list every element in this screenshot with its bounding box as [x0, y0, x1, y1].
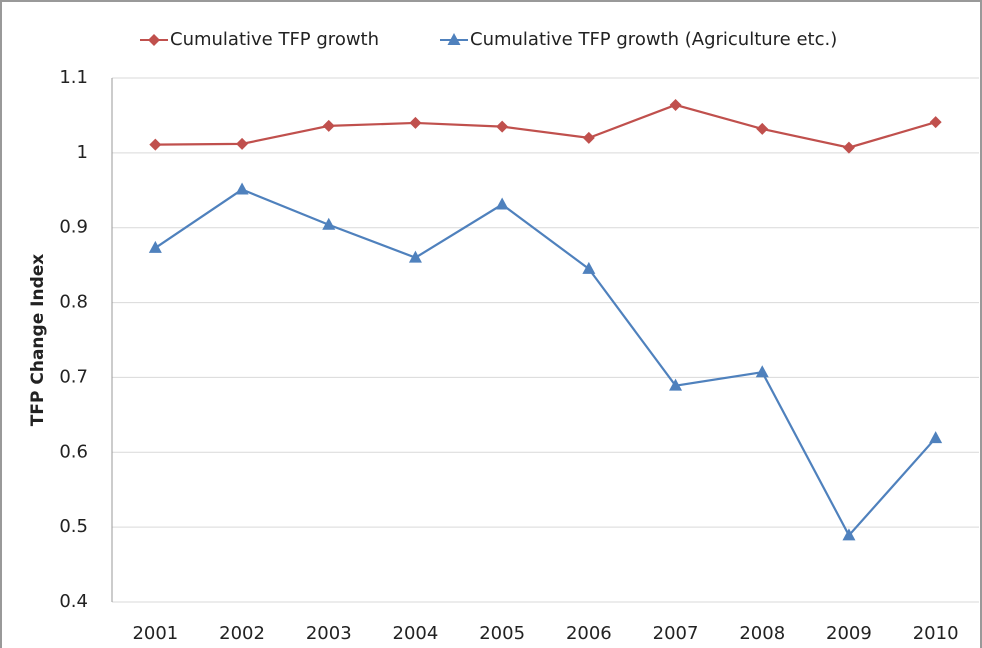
y-tick-label: 0.8 [59, 292, 88, 313]
y-axis-label: TFP Change Index [28, 254, 48, 426]
point [148, 240, 162, 253]
point [755, 365, 769, 378]
y-tick-label: 0.4 [59, 591, 88, 612]
point [495, 197, 509, 210]
x-tick-label: 2004 [393, 623, 439, 644]
y-tick-label: 0.9 [59, 217, 88, 238]
y-tick-label: 1.1 [59, 67, 88, 88]
point [582, 261, 596, 274]
point [235, 182, 249, 195]
series-line [154, 188, 937, 538]
point [669, 378, 683, 391]
x-tick-label: 2007 [653, 623, 699, 644]
legend-marker [447, 33, 461, 45]
x-tick-label: 2002 [219, 623, 265, 644]
x-tick-label: 2009 [826, 623, 872, 644]
point [756, 122, 769, 135]
y-tick-label: 0.5 [59, 516, 88, 537]
legend-label: Cumulative TFP growth [170, 29, 379, 50]
point [236, 137, 249, 150]
point [322, 217, 336, 230]
x-tick-label: 2003 [306, 623, 352, 644]
point [582, 131, 595, 144]
point [322, 119, 335, 132]
x-tick-label: 2006 [566, 623, 612, 644]
point [929, 431, 943, 444]
legend-marker [148, 34, 160, 46]
point [842, 141, 855, 154]
point [496, 120, 509, 133]
x-tick-label: 2010 [913, 623, 959, 644]
x-tick-label: 2008 [739, 623, 785, 644]
x-tick-label: 2001 [132, 623, 178, 644]
series-line [155, 103, 936, 149]
point [149, 138, 162, 151]
point [929, 116, 942, 129]
y-tick-label: 1 [77, 142, 88, 163]
point [408, 250, 422, 263]
point [842, 528, 856, 541]
point [669, 98, 682, 111]
y-tick-label: 0.6 [59, 441, 88, 462]
x-tick-label: 2005 [479, 623, 525, 644]
point [409, 116, 422, 129]
y-tick-label: 0.7 [59, 366, 88, 387]
legend-label: Cumulative TFP growth (Agriculture etc.) [470, 29, 837, 50]
